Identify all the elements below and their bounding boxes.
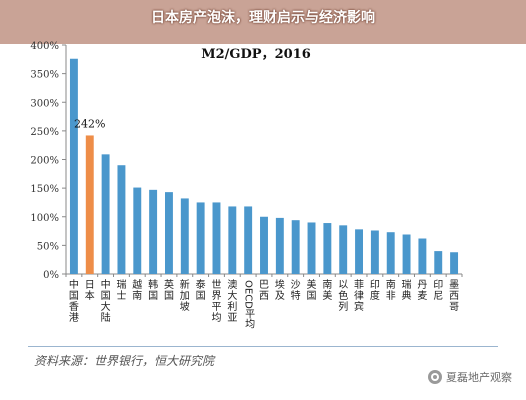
bar xyxy=(69,58,78,274)
y-tick-label: 400% xyxy=(30,41,59,52)
x-tick-label: 沙特 xyxy=(291,279,301,302)
x-tick-label: 南美 xyxy=(322,278,332,302)
y-tick-label: 250% xyxy=(30,127,59,138)
x-tick-label: 中国香港 xyxy=(69,278,79,324)
x-tick-label: 世界平均 xyxy=(211,279,221,324)
y-tick-label: 150% xyxy=(30,184,59,195)
x-tick-label: 泰国 xyxy=(196,278,206,302)
bar xyxy=(339,225,348,274)
bar xyxy=(386,232,395,274)
watermark: 夏磊地产观察 xyxy=(428,369,512,385)
bar xyxy=(180,198,189,274)
x-tick-label: 埃及 xyxy=(275,278,285,302)
x-tick-label: 澳大利亚 xyxy=(227,278,237,324)
x-tick-label: 以色列 xyxy=(338,280,348,313)
y-tick-label: 200% xyxy=(30,156,59,167)
bar xyxy=(85,135,94,274)
y-tick-label: 50% xyxy=(37,241,59,252)
annotation-label: 242% xyxy=(74,117,105,130)
watermark-text: 夏磊地产观察 xyxy=(446,371,512,384)
x-tick-label: 日本 xyxy=(85,280,95,302)
bar xyxy=(418,238,427,274)
bar xyxy=(355,229,363,274)
bar xyxy=(307,222,316,274)
bar xyxy=(323,223,332,274)
x-tick-label: 南非 xyxy=(386,278,396,302)
bar xyxy=(117,165,126,274)
title-banner: 日本房产泡沫，理财启示与经济影响 xyxy=(0,0,526,44)
x-tick-label: 韩国 xyxy=(148,278,158,302)
bar xyxy=(228,206,237,274)
bar xyxy=(260,216,268,274)
bar xyxy=(244,206,253,274)
bar xyxy=(165,192,173,274)
y-tick-label: 300% xyxy=(30,98,59,109)
bar xyxy=(291,220,300,274)
bar xyxy=(149,189,158,274)
source-divider xyxy=(28,346,498,347)
bar xyxy=(434,251,443,274)
bar xyxy=(101,154,110,274)
x-tick-label: 印尼 xyxy=(433,279,443,302)
x-tick-label: 中国大陆 xyxy=(101,278,111,324)
x-tick-label: 英国 xyxy=(164,278,174,302)
x-tick-label: OECD平均 xyxy=(243,280,255,330)
bar xyxy=(212,202,221,274)
chart-title: M2/GDP，2016 xyxy=(201,47,311,62)
x-tick-label: 美国 xyxy=(307,278,317,302)
bar xyxy=(133,187,142,274)
bar xyxy=(450,252,459,274)
y-tick-label: 350% xyxy=(30,70,59,81)
bar xyxy=(196,202,205,274)
y-tick-label: 0% xyxy=(43,270,59,281)
source-note: 资料来源：世界银行，恒大研究院 xyxy=(34,354,215,368)
x-tick-label: 印度 xyxy=(370,279,380,302)
x-tick-label: 墨西哥 xyxy=(449,279,459,313)
x-tick-label: 新加坡 xyxy=(180,278,190,313)
x-tick-label: 丹麦 xyxy=(417,279,427,302)
bar xyxy=(275,217,284,274)
bar xyxy=(402,234,411,274)
x-tick-label: 瑞士 xyxy=(116,279,126,302)
x-tick-label: 菲律宾 xyxy=(354,279,364,313)
x-tick-label: 巴西 xyxy=(259,279,269,302)
x-tick-label: 越南 xyxy=(132,278,142,302)
banner-title: 日本房产泡沫，理财启示与经济影响 xyxy=(151,10,375,26)
bar xyxy=(370,230,379,274)
y-tick-label: 100% xyxy=(30,213,59,224)
wechat-icon xyxy=(428,370,442,384)
x-tick-label: 瑞典 xyxy=(402,279,412,302)
